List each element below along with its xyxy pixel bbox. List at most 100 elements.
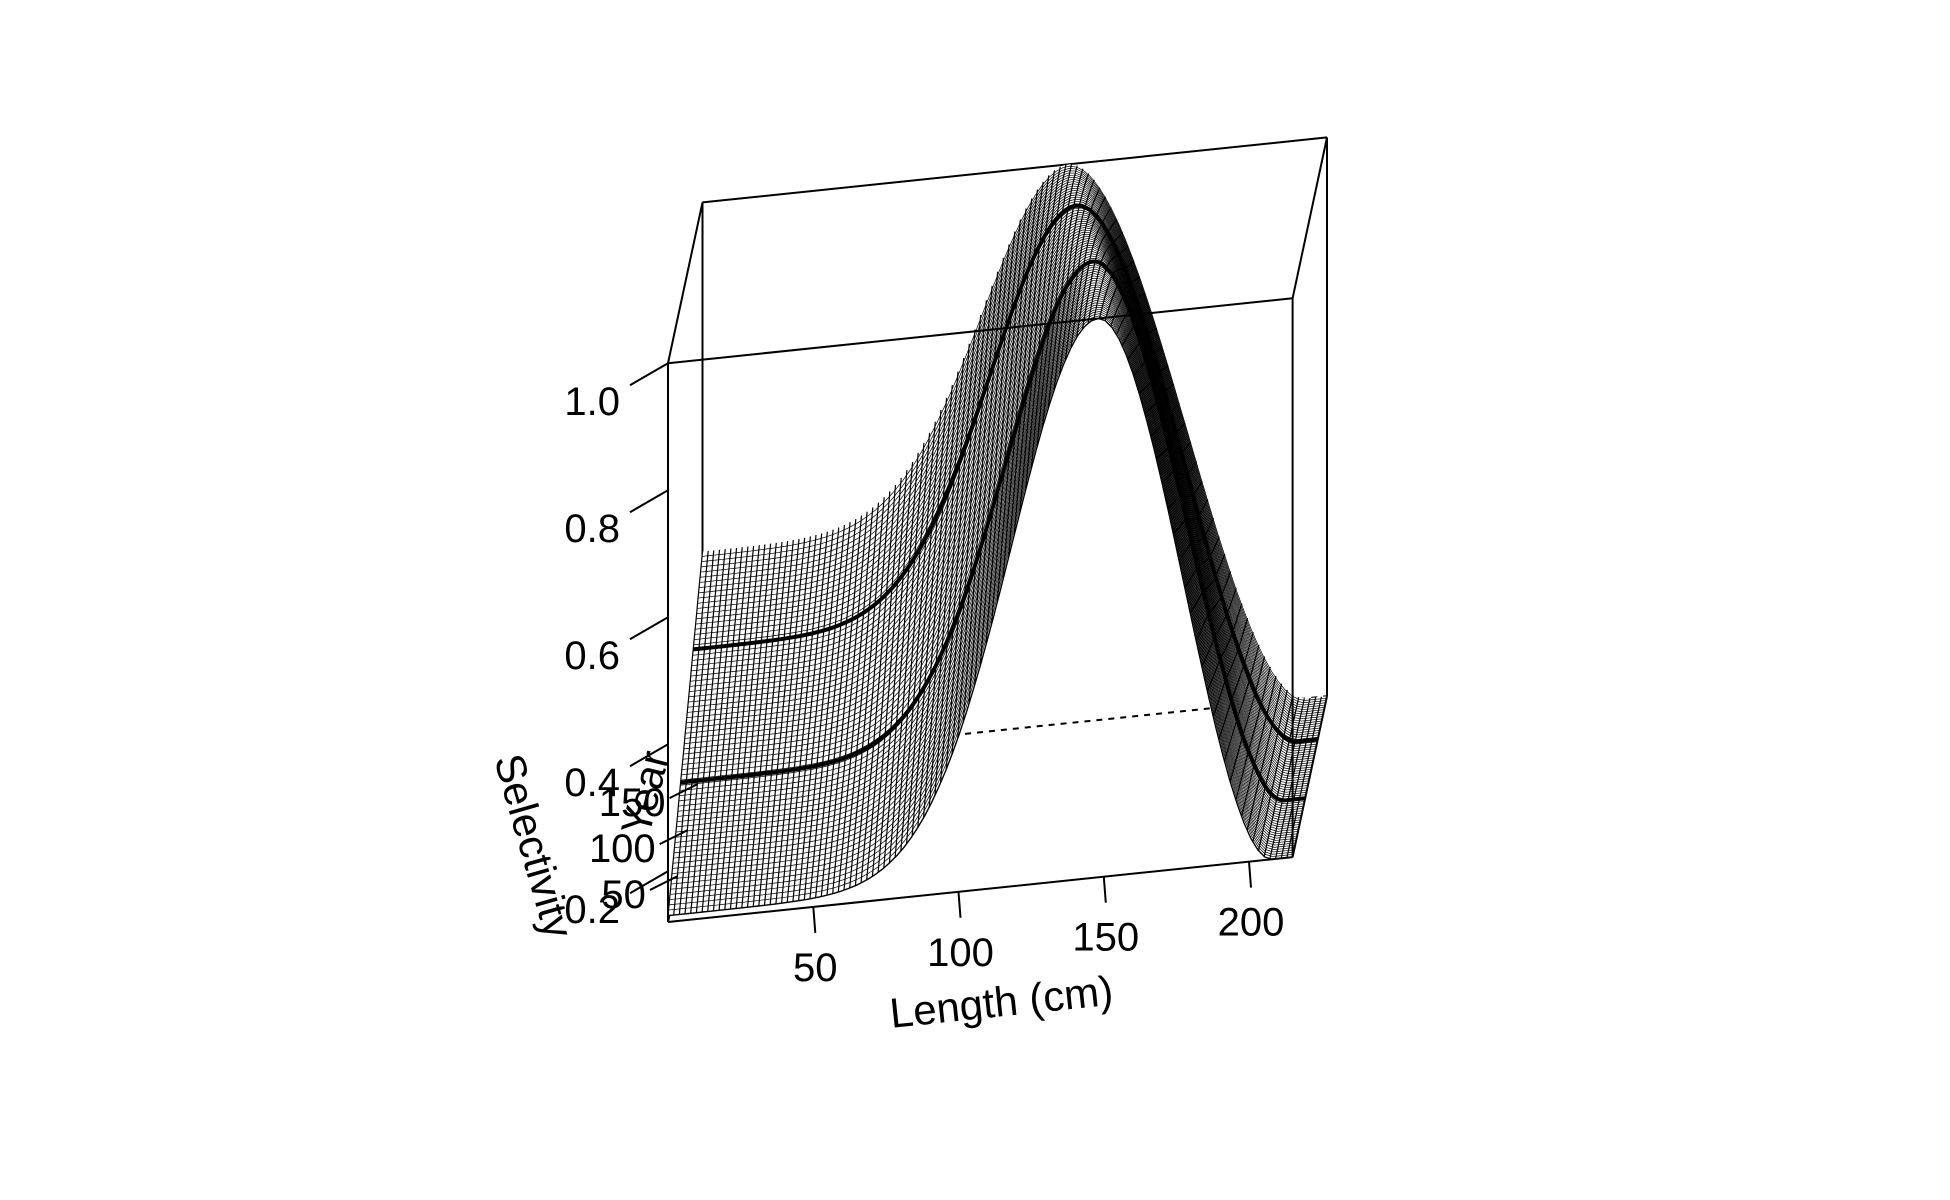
surface-facet: [731, 748, 739, 755]
surface-facet: [864, 629, 872, 641]
surface-facet: [777, 696, 785, 703]
surface-facet: [710, 756, 718, 762]
surface-facet: [874, 509, 882, 522]
surface-facet: [867, 589, 875, 601]
surface-facet: [905, 589, 913, 607]
surface-facet: [710, 750, 718, 757]
surface-facet: [904, 602, 912, 619]
surface-facet: [902, 627, 910, 644]
surface-facet: [768, 568, 777, 575]
surface-facet: [851, 554, 859, 564]
surface-facet: [729, 764, 738, 771]
surface-facet: [691, 732, 700, 739]
surface-facet: [724, 599, 733, 606]
surface-facet: [918, 652, 927, 671]
surface-facet: [778, 686, 786, 693]
surface-facet: [746, 587, 755, 594]
surface-facet: [844, 625, 853, 635]
surface-facet: [841, 664, 849, 673]
surface-facet: [703, 612, 711, 619]
surface-facet: [909, 539, 917, 557]
surface-facet: [853, 754, 861, 763]
surface-facet: [713, 719, 721, 726]
surface-facet: [766, 594, 774, 601]
surface-facet: [736, 691, 745, 698]
surface-facet: [719, 651, 728, 658]
surface-facet: [766, 600, 774, 607]
surface-facet: [706, 576, 714, 583]
surface-facet: [769, 558, 778, 565]
surface-facet: [749, 561, 757, 567]
surface-facet: [761, 652, 769, 659]
surface-facet: [874, 741, 882, 752]
surface-facet: [712, 735, 720, 742]
surface-facet: [903, 608, 912, 625]
surface-facet: [742, 634, 750, 640]
surface-facet: [843, 636, 852, 646]
surface-facet: [726, 579, 735, 585]
surface-facet: [888, 562, 897, 577]
surface-facet: [769, 563, 777, 570]
surface-facet: [857, 703, 866, 714]
surface-facet: [775, 717, 783, 724]
surface-facet: [733, 727, 741, 734]
surface-facet: [861, 658, 870, 669]
surface-facet: [881, 658, 889, 672]
surface-facet: [759, 667, 767, 674]
surface-facet: [760, 662, 768, 669]
surface-facet: [868, 578, 876, 590]
surface-facet: [688, 763, 697, 770]
surface-facet: [699, 654, 707, 661]
surface-facet: [828, 580, 837, 589]
surface-facet: [906, 576, 914, 594]
surface-facet: [767, 579, 776, 586]
surface-facet: [739, 660, 748, 666]
surface-facet: [921, 619, 929, 639]
surface-facet: [780, 659, 789, 666]
surface-facet: [845, 620, 853, 629]
surface-facet: [850, 559, 859, 569]
surface-facet: [862, 647, 871, 658]
surface-facet: [723, 615, 731, 622]
surface-facet: [702, 622, 710, 629]
surface-facet: [900, 646, 909, 662]
surface-facet: [764, 620, 772, 627]
surface-facet: [728, 563, 736, 570]
surface-facet: [785, 607, 794, 614]
surface-facet: [746, 592, 754, 599]
surface-facet: [711, 740, 719, 747]
surface-facet: [758, 678, 766, 685]
surface-facet: [919, 639, 928, 658]
surface-facet: [748, 566, 756, 573]
surface-facet: [694, 701, 703, 707]
surface-facet: [886, 592, 894, 606]
surface-facet: [708, 555, 716, 562]
surface-facet: [862, 652, 870, 663]
surface-facet: [881, 652, 889, 666]
surface-facet: [709, 761, 717, 768]
selectivity-surface: [667, 164, 1328, 917]
surface-facet: [848, 587, 856, 597]
surface-facet: [880, 664, 888, 677]
surface-facet: [750, 545, 758, 552]
surface-facet: [761, 647, 769, 654]
surface-facet: [708, 550, 717, 556]
surface-facet: [838, 697, 846, 706]
surface-facet: [900, 653, 908, 669]
surface-facet: [896, 474, 904, 490]
surface-facet: [854, 737, 863, 747]
surface-facet: [753, 730, 762, 737]
surface-facet: [894, 498, 902, 513]
surface-facet: [724, 605, 732, 611]
surface-facet: [794, 729, 803, 737]
surface-facet: [841, 658, 850, 668]
surface-facet: [794, 735, 802, 742]
surface-facet: [707, 565, 715, 572]
surface-facet: [744, 607, 753, 614]
surface-facet: [709, 766, 717, 773]
surface-facet: [760, 657, 768, 664]
surface-facet: [757, 688, 765, 695]
surface-facet: [692, 721, 701, 728]
surface-facet: [754, 720, 763, 727]
